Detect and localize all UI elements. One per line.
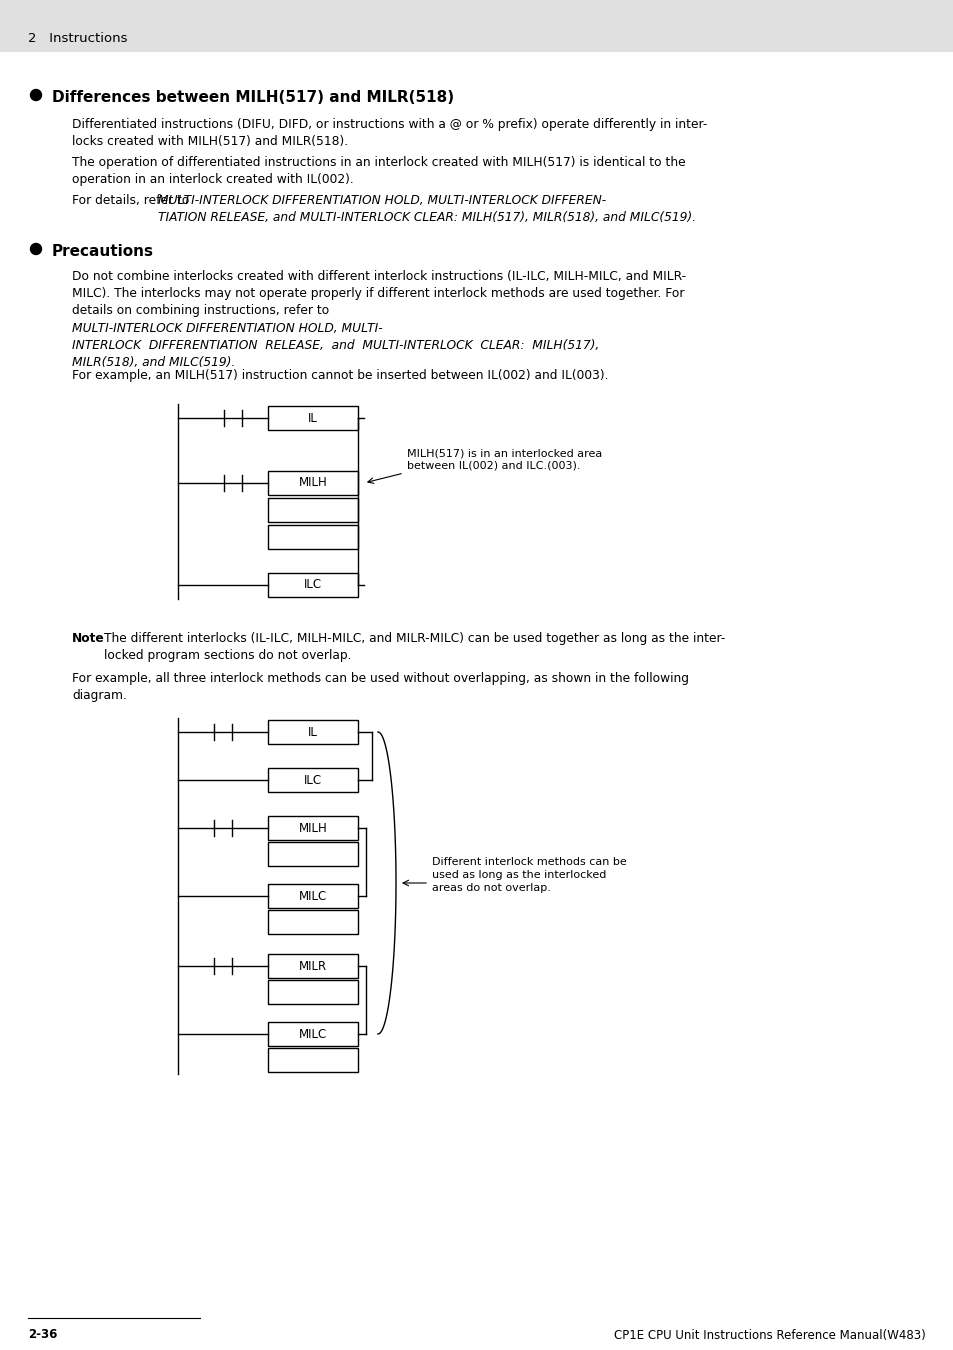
Text: MILH(517) is in an interlocked area
between IL(002) and ILC.(003).: MILH(517) is in an interlocked area betw… [407, 448, 601, 471]
Bar [268, 406, 357, 431]
Text: IL: IL [308, 725, 317, 738]
Text: Differences between MILH(517) and MILR(518): Differences between MILH(517) and MILR(5… [52, 90, 454, 105]
Text: MULTI-INTERLOCK DIFFERENTIATION HOLD, MULTI-
INTERLOCK  DIFFERENTIATION  RELEASE: MULTI-INTERLOCK DIFFERENTIATION HOLD, MU… [71, 323, 598, 369]
Text: 2   Instructions: 2 Instructions [28, 31, 128, 45]
Text: MILH: MILH [298, 477, 327, 490]
Bar [268, 954, 357, 977]
Text: Note: Note [71, 632, 105, 645]
Bar [268, 572, 357, 597]
Text: MILR: MILR [298, 960, 327, 972]
Bar [268, 720, 357, 744]
Text: MULTI-INTERLOCK DIFFERENTIATION HOLD, MULTI-INTERLOCK DIFFEREN-
TIATION RELEASE,: MULTI-INTERLOCK DIFFERENTIATION HOLD, MU… [158, 194, 696, 224]
Bar [268, 1048, 357, 1072]
Bar [268, 471, 357, 495]
Bar [268, 815, 357, 840]
Bar [268, 910, 357, 934]
Text: For example, an MILH(517) instruction cannot be inserted between IL(002) and IL(: For example, an MILH(517) instruction ca… [71, 369, 608, 382]
Text: Do not combine interlocks created with different interlock instructions (IL-ILC,: Do not combine interlocks created with d… [71, 270, 685, 317]
Text: ILC: ILC [304, 579, 322, 591]
Bar [268, 842, 357, 865]
Text: MILH: MILH [298, 822, 327, 834]
Bar [268, 1022, 357, 1046]
Bar [268, 884, 357, 909]
Circle shape [30, 89, 42, 100]
Text: MILC: MILC [298, 1027, 327, 1041]
Bar [0, 0, 953, 53]
Bar [268, 498, 357, 522]
Text: Different interlock methods can be
used as long as the interlocked
areas do not : Different interlock methods can be used … [432, 857, 626, 892]
Text: MILC: MILC [298, 890, 327, 903]
Text: For example, all three interlock methods can be used without overlapping, as sho: For example, all three interlock methods… [71, 672, 688, 702]
Text: IL: IL [308, 412, 317, 424]
Text: ILC: ILC [304, 774, 322, 787]
Bar [268, 525, 357, 549]
Text: Precautions: Precautions [52, 244, 153, 259]
Text: Differentiated instructions (DIFU, DIFD, or instructions with a @ or % prefix) o: Differentiated instructions (DIFU, DIFD,… [71, 117, 706, 148]
Text: For details, refer to: For details, refer to [71, 194, 193, 207]
Text: The different interlocks (IL-ILC, MILH-MILC, and MILR-MILC) can be used together: The different interlocks (IL-ILC, MILH-M… [104, 632, 724, 662]
Text: The operation of differentiated instructions in an interlock created with MILH(5: The operation of differentiated instruct… [71, 157, 685, 186]
Bar [268, 768, 357, 792]
Text: 2-36: 2-36 [28, 1328, 57, 1342]
Circle shape [30, 243, 42, 255]
Bar [268, 980, 357, 1004]
Text: CP1E CPU Unit Instructions Reference Manual(W483): CP1E CPU Unit Instructions Reference Man… [614, 1328, 925, 1342]
